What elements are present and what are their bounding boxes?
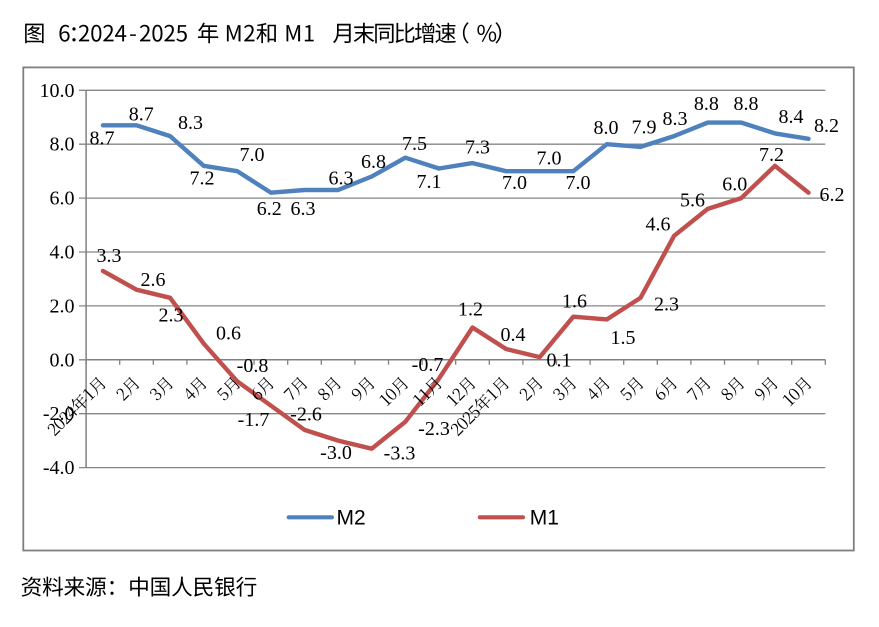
- svg-text:8.8: 8.8: [734, 93, 759, 115]
- svg-text:7.3: 7.3: [465, 137, 490, 159]
- svg-text:4.0: 4.0: [50, 242, 75, 264]
- svg-text:7.1: 7.1: [417, 171, 442, 193]
- svg-text:5.6: 5.6: [680, 190, 705, 212]
- svg-text:8.3: 8.3: [178, 112, 203, 134]
- svg-text:7.5: 7.5: [402, 133, 427, 155]
- svg-text:2.3: 2.3: [654, 294, 679, 316]
- svg-text:0.1: 0.1: [547, 350, 572, 372]
- svg-text:6.2: 6.2: [257, 198, 282, 220]
- svg-text:M1: M1: [530, 507, 559, 530]
- svg-text:4.6: 4.6: [646, 214, 671, 236]
- svg-text:7.9: 7.9: [632, 117, 657, 139]
- svg-text:1.5: 1.5: [611, 327, 636, 349]
- svg-text:6.3: 6.3: [291, 198, 316, 220]
- svg-text:7.0: 7.0: [240, 144, 265, 166]
- svg-text:7.0: 7.0: [502, 172, 527, 194]
- svg-text:8.0: 8.0: [594, 117, 619, 139]
- svg-text:1.6: 1.6: [562, 291, 587, 313]
- svg-text:0.0: 0.0: [50, 349, 75, 371]
- svg-text:6.3: 6.3: [329, 168, 354, 190]
- svg-text:-1.7: -1.7: [238, 409, 270, 431]
- svg-text:-0.8: -0.8: [237, 355, 269, 377]
- svg-text:7.2: 7.2: [190, 168, 215, 190]
- svg-text:8.0: 8.0: [50, 134, 75, 156]
- svg-text:M2: M2: [337, 507, 366, 530]
- svg-text:8.4: 8.4: [779, 106, 804, 128]
- svg-text:8.2: 8.2: [814, 115, 839, 137]
- svg-text:6.8: 6.8: [361, 151, 386, 173]
- svg-text:0.4: 0.4: [501, 324, 526, 346]
- svg-text:1.2: 1.2: [458, 299, 483, 321]
- svg-text:6.0: 6.0: [722, 174, 747, 196]
- svg-text:-4.0: -4.0: [43, 457, 75, 479]
- svg-text:-3.0: -3.0: [320, 442, 352, 464]
- svg-text:7.2: 7.2: [759, 144, 784, 166]
- svg-text:-2.0: -2.0: [43, 403, 75, 425]
- svg-text:-0.7: -0.7: [412, 354, 444, 376]
- svg-text:10.0: 10.0: [40, 80, 75, 102]
- svg-text:-2.3: -2.3: [418, 418, 450, 440]
- svg-text:8.7: 8.7: [129, 104, 154, 126]
- svg-text:7.0: 7.0: [537, 148, 562, 170]
- svg-text:0.6: 0.6: [216, 323, 241, 345]
- svg-text:7.0: 7.0: [566, 172, 591, 194]
- svg-text:6.0: 6.0: [50, 188, 75, 210]
- svg-text:2.3: 2.3: [159, 305, 184, 327]
- svg-text:-2.6: -2.6: [290, 403, 322, 425]
- svg-text:8.7: 8.7: [90, 128, 115, 150]
- svg-text:6.2: 6.2: [820, 184, 845, 206]
- svg-text:8.8: 8.8: [694, 93, 719, 115]
- svg-text:-3.3: -3.3: [384, 443, 416, 465]
- svg-text:2.0: 2.0: [50, 295, 75, 317]
- svg-text:8.3: 8.3: [663, 108, 688, 130]
- svg-text:2.6: 2.6: [141, 269, 166, 291]
- svg-text:3.3: 3.3: [97, 245, 122, 267]
